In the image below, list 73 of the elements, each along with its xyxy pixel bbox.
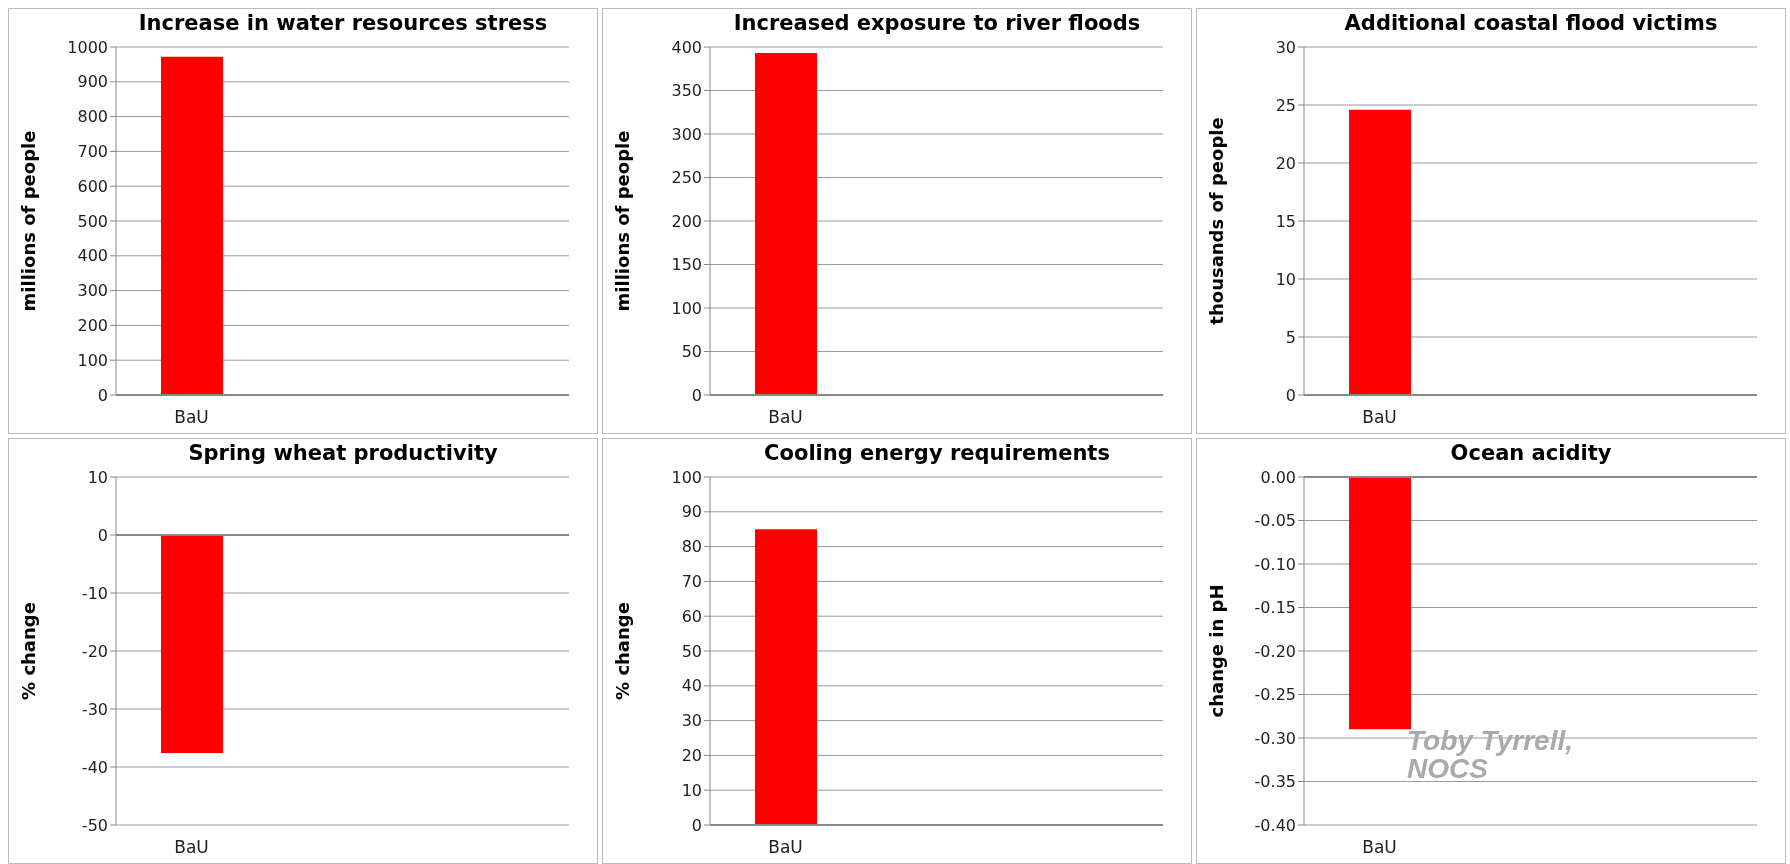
y-tick-label: -30 [81,699,108,719]
y-tick-label: 100 [671,298,702,318]
y-tick-label: 600 [77,176,108,196]
x-tick-label: BaU [174,407,209,428]
x-tick-label: BaU [768,837,803,858]
y-tick-label: 150 [671,255,702,275]
y-tick-label: 50 [681,641,702,661]
y-tick-label: 800 [77,107,108,127]
chart-title: Cooling energy requirements [763,441,1111,465]
y-tick-label: -0.05 [1254,511,1296,531]
y-tick-label: 30 [1275,37,1296,57]
y-tick-label: 300 [77,281,108,301]
y-tick-label: -0.35 [1254,772,1296,792]
x-tick-label: BaU [1362,407,1397,428]
y-tick-label: 500 [77,211,108,231]
y-tick-label: 700 [77,142,108,162]
y-tick-label: 250 [671,168,702,188]
y-tick-label: 200 [671,211,702,231]
y-axis-title: % change [612,602,634,700]
y-tick-label: -50 [81,815,108,835]
chart-title: Increased exposure to river floods [732,11,1142,35]
y-tick-label: 0.00 [1260,467,1296,487]
y-tick-label: 20 [1275,153,1296,173]
y-tick-label: 20 [681,746,702,766]
y-tick-label: 400 [77,246,108,266]
y-tick-label: -0.15 [1254,598,1296,618]
y-tick-label: 0 [97,385,108,405]
x-tick-label: BaU [768,407,803,428]
y-tick-label: -10 [81,583,108,603]
y-axis-title: millions of people [612,130,634,312]
chart-title: Increase in water resources stress [137,11,549,35]
y-tick-label: 60 [681,606,702,626]
y-tick-label: 900 [77,72,108,92]
y-axis-title: thousands of people [1206,117,1228,325]
y-tick-label: 70 [681,572,702,592]
y-axis-title: change in pH [1206,584,1228,718]
y-tick-label: 400 [671,37,702,57]
chart-title: Additional coastal flood victims [1343,11,1719,35]
x-tick-label: BaU [1362,837,1397,858]
y-tick-label: -20 [81,641,108,661]
y-axis-title: % change [18,602,40,700]
y-tick-label: 350 [671,81,702,101]
y-tick-label: 80 [681,537,702,557]
y-tick-label: 15 [1275,211,1296,231]
y-tick-label: 30 [681,711,702,731]
y-tick-label: 25 [1275,95,1296,115]
y-tick-label: -0.30 [1254,728,1296,748]
y-tick-label: -40 [81,757,108,777]
y-tick-label: 100 [77,350,108,370]
y-tick-label: 300 [671,124,702,144]
y-tick-label: 0 [691,815,702,835]
y-tick-label: 5 [1285,327,1296,347]
chart-title: Spring wheat productivity [187,441,499,465]
y-tick-label: 90 [681,502,702,522]
x-tick-label: BaU [174,837,209,858]
y-tick-label: 1000 [67,37,108,57]
y-tick-label: 0 [1285,385,1296,405]
y-tick-label: -0.20 [1254,641,1296,661]
annotation: Toby Tyrrell, NOCS [1407,725,1574,784]
y-tick-label: 50 [681,342,702,362]
y-tick-label: 10 [1275,269,1296,289]
y-tick-label: -0.40 [1254,815,1296,835]
y-tick-label: 0 [97,525,108,545]
y-tick-label: -0.10 [1254,554,1296,574]
y-tick-label: 0 [691,385,702,405]
y-axis-title: millions of people [18,130,40,312]
y-tick-label: 200 [77,316,108,336]
y-tick-label: 10 [87,467,108,487]
y-tick-label: 10 [681,780,702,800]
chart-title: Ocean acidity [1449,441,1613,465]
y-tick-label: 100 [671,467,702,487]
y-tick-label: 40 [681,676,702,696]
y-tick-label: -0.25 [1254,685,1296,705]
